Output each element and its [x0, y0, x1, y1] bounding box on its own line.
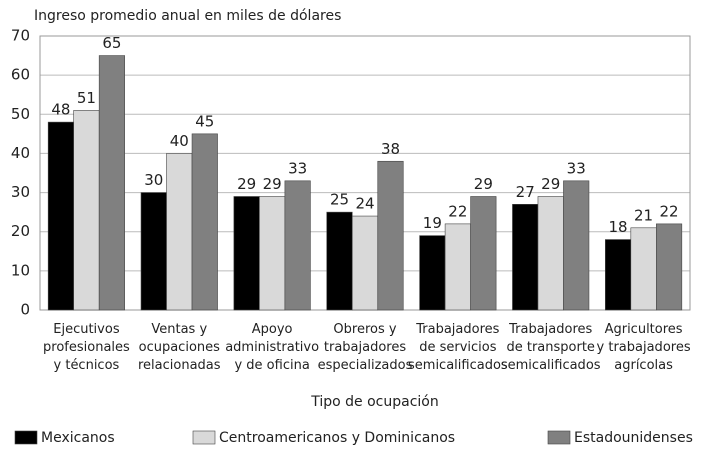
value-label: 29 — [263, 175, 282, 193]
bar — [630, 227, 657, 311]
y-tick-label: 20 — [11, 222, 30, 240]
x-axis-title: Tipo de ocupación — [310, 394, 439, 410]
value-label: 18 — [609, 218, 628, 236]
x-tick-label: Agricultores y trabajadores agrícolas — [597, 322, 691, 373]
y-tick-label: 70 — [11, 27, 30, 45]
legend-label: Estadounidenses — [574, 430, 693, 446]
value-label: 29 — [237, 175, 256, 193]
bar — [166, 153, 193, 311]
value-label: 33 — [567, 159, 586, 177]
x-tick-label: Ventas y ocupaciones relacionadas — [138, 322, 221, 373]
legend-label: Mexicanos — [41, 430, 115, 446]
value-label: 24 — [355, 195, 374, 213]
value-label: 65 — [102, 34, 121, 52]
x-tick-label: Ejecutivos profesionales y técnicos — [43, 322, 130, 373]
value-label: 22 — [660, 202, 679, 220]
bar — [351, 215, 379, 311]
bar — [98, 55, 125, 311]
bar — [47, 121, 74, 311]
bar — [326, 211, 353, 311]
bar — [233, 196, 260, 311]
bar — [140, 192, 167, 311]
x-tick-label: Trabajadores de transporte semicalificados — [501, 322, 601, 373]
bar — [419, 235, 446, 311]
bar — [259, 196, 286, 311]
value-label: 27 — [516, 183, 535, 201]
value-label: 21 — [634, 206, 653, 224]
bar — [284, 180, 311, 311]
value-label: 51 — [77, 89, 96, 107]
value-label: 29 — [541, 175, 560, 193]
y-tick-label: 30 — [11, 183, 30, 201]
bar — [444, 223, 471, 311]
bar — [191, 133, 218, 311]
value-label: 19 — [423, 214, 442, 232]
x-tick-label: Obreros y trabajadores especializados — [318, 322, 413, 373]
x-tick-label: Apoyo administrativo y de oficina — [225, 322, 319, 373]
bar — [512, 204, 539, 311]
bar — [377, 160, 404, 311]
bar — [537, 196, 564, 311]
value-label: 45 — [195, 112, 214, 130]
y-tick-label: 0 — [20, 301, 30, 319]
legend-swatch — [192, 430, 216, 445]
bar — [656, 223, 683, 311]
bar — [470, 196, 497, 311]
value-label: 40 — [170, 132, 189, 150]
value-label: 33 — [288, 159, 307, 177]
chart-title: Ingreso promedio anual en miles de dólar… — [34, 8, 341, 24]
y-tick-label: 40 — [11, 144, 30, 162]
x-tick-label: Trabajadores de servicios semicalificados — [408, 322, 508, 373]
value-label: 22 — [448, 202, 467, 220]
y-tick-label: 10 — [11, 261, 30, 279]
value-label: 38 — [381, 140, 400, 158]
bar — [605, 239, 632, 311]
y-tick-label: 50 — [11, 105, 30, 123]
value-label: 48 — [51, 101, 70, 119]
value-label: 29 — [474, 175, 493, 193]
legend-label: Centroamericanos y Dominicanos — [219, 430, 455, 446]
bar — [563, 180, 590, 311]
value-label: 25 — [330, 191, 349, 209]
legend-swatch — [547, 430, 571, 445]
bar — [73, 110, 100, 311]
y-tick-label: 60 — [11, 66, 30, 84]
legend-swatch — [14, 430, 38, 445]
value-label: 30 — [144, 171, 163, 189]
